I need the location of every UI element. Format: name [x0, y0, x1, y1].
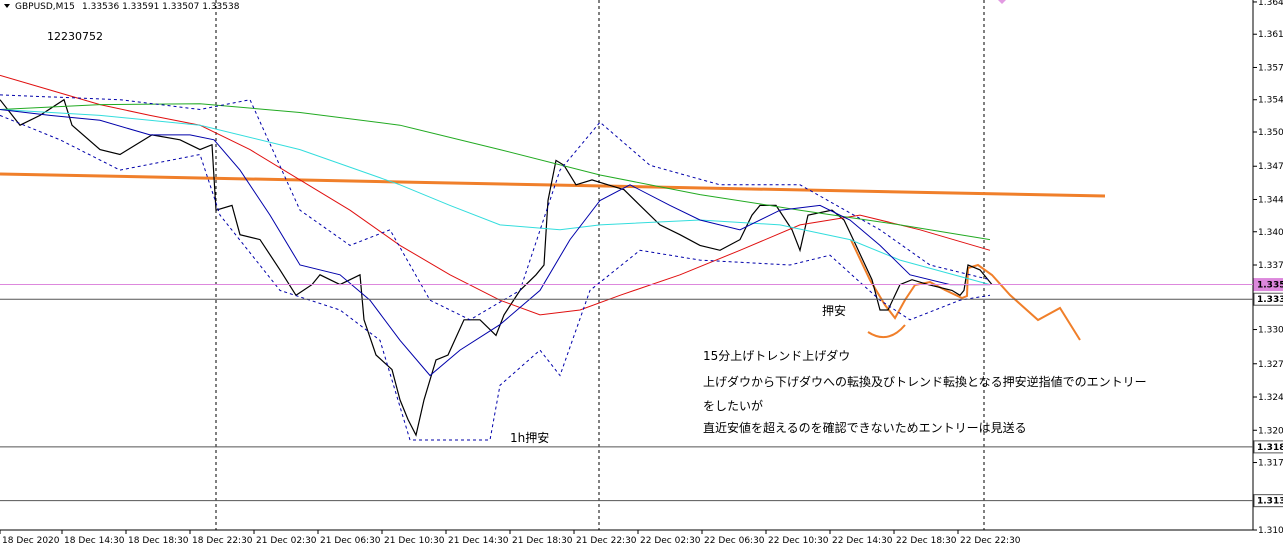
x-tick-label: 22 Dec 10:30 [768, 536, 829, 546]
price-label-box [1253, 292, 1283, 306]
y-tick-label: 1.330 [1258, 326, 1283, 336]
marker [998, 0, 1006, 4]
series-line [0, 94, 991, 321]
y-tick-label: 1.344 [1258, 195, 1283, 205]
y-tick-label: 1.320 [1258, 426, 1283, 436]
y-tick-label: 1.317 [1258, 459, 1283, 469]
series-line [0, 103, 991, 241]
price-label: 1.333 [1257, 295, 1283, 305]
y-tick-label: 1.337 [1258, 261, 1283, 271]
x-tick-label: 21 Dec 06:30 [320, 536, 381, 546]
x-tick-label: 22 Dec 22:30 [960, 536, 1021, 546]
annotation: 直近安値を超えるのを確認できないためエントリーは見送る [703, 420, 1027, 435]
price-label-box [1253, 278, 1283, 292]
drawing [867, 324, 906, 339]
series-line [0, 114, 991, 441]
y-tick-label: 1.364 [1258, 0, 1283, 8]
symbol: GBPUSD,M15 [15, 2, 75, 12]
x-tick-label: 18 Dec 22:30 [192, 536, 253, 546]
y-tick-label: 1.347 [1258, 162, 1283, 172]
x-tick-label: 21 Dec 10:30 [384, 536, 445, 546]
x-tick-label: 22 Dec 14:30 [832, 536, 893, 546]
series-line [0, 109, 990, 377]
x-tick-label: 18 Dec 2020 [2, 536, 60, 546]
annotation: 1h押安 [510, 430, 549, 445]
y-tick-label: 1.357 [1258, 63, 1283, 73]
x-tick-label: 21 Dec 18:30 [512, 536, 573, 546]
x-tick-label: 22 Dec 02:30 [640, 536, 701, 546]
trendline [0, 172, 1106, 198]
price-label: 1.335 [1257, 281, 1283, 291]
series-line [0, 98, 993, 437]
y-tick-label: 1.310 [1258, 526, 1283, 536]
annotation: をしたいが [703, 398, 763, 413]
price-label: 1.318 [1257, 443, 1283, 453]
x-tick-label: 21 Dec 02:30 [256, 536, 317, 546]
series-line [0, 109, 991, 286]
ohlc: 1.33536 1.33591 1.33507 1.33538 [82, 2, 240, 12]
annotation: 15分上げトレンド上げダウ [703, 348, 850, 363]
y-tick-label: 1.324 [1258, 393, 1283, 403]
y-tick-label: 1.354 [1258, 96, 1283, 106]
y-tick-label: 1.340 [1258, 228, 1283, 238]
price-label: 1.313 [1257, 497, 1283, 507]
menu-triangle [4, 4, 10, 8]
drawing [850, 239, 1081, 341]
x-tick-label: 18 Dec 14:30 [64, 536, 125, 546]
y-tick-label: 1.361 [1258, 30, 1283, 40]
y-tick-label: 1.327 [1258, 360, 1283, 370]
plot-area [0, 0, 1106, 530]
x-tick-label: 21 Dec 14:30 [448, 536, 509, 546]
price-label-box [1253, 440, 1283, 454]
annotation: 上げダウから下げダウへの転換及びトレンド転換となる押安逆指値でのエントリー [703, 374, 1147, 389]
y-tick-label: 1.350 [1258, 128, 1283, 138]
x-tick-label: 21 Dec 22:30 [576, 536, 637, 546]
x-tick-label: 18 Dec 18:30 [128, 536, 189, 546]
x-tick-label: 22 Dec 06:30 [704, 536, 765, 546]
annotation: 押安 [822, 303, 846, 318]
series-line [0, 74, 991, 316]
x-tick-label: 22 Dec 18:30 [896, 536, 957, 546]
account: 12230752 [47, 30, 103, 43]
price-label-box [1253, 494, 1283, 508]
